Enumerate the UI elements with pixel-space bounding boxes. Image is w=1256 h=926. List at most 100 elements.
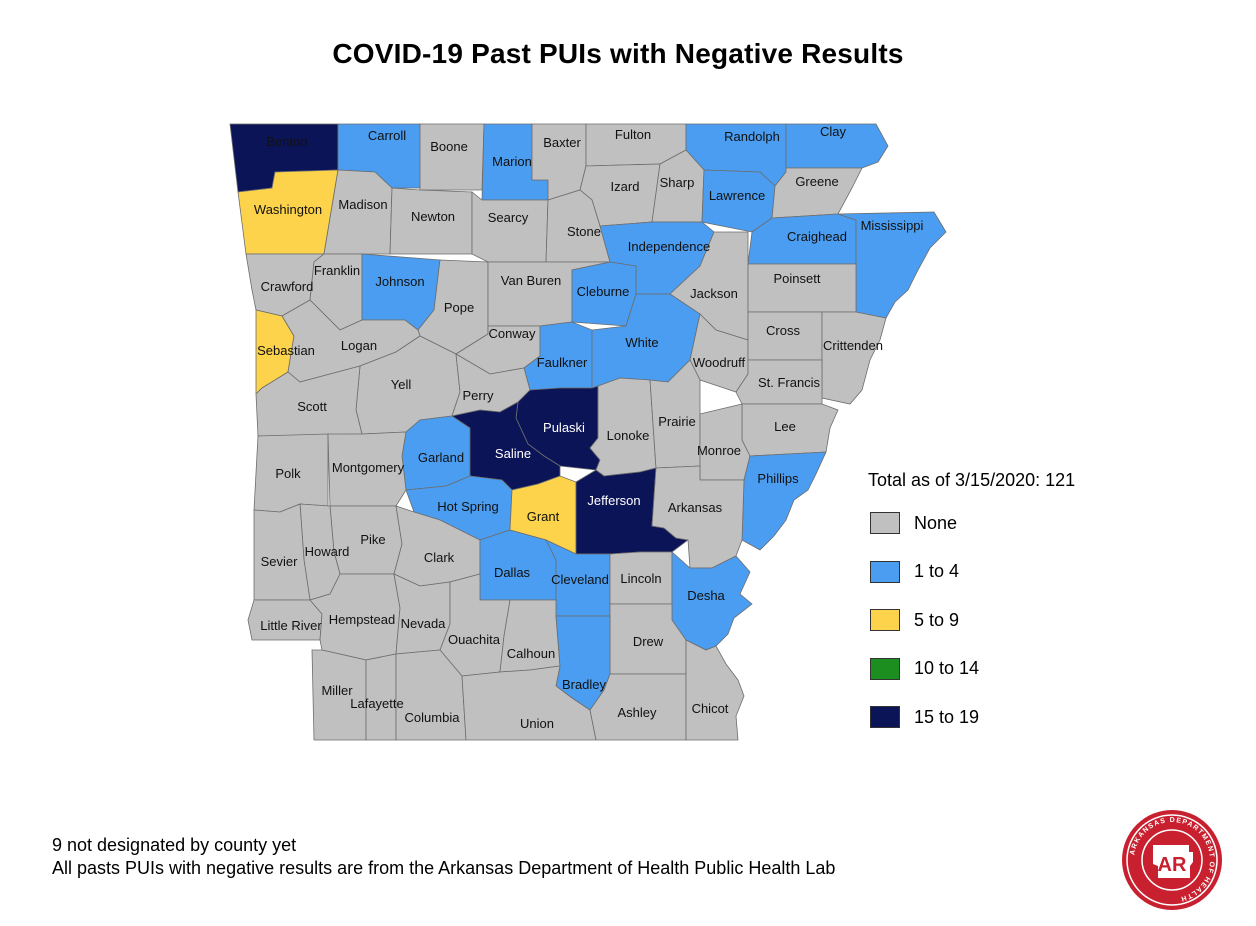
label-logan: Logan [341, 338, 377, 353]
label-nevada: Nevada [401, 616, 447, 631]
county-chicot [685, 639, 745, 741]
legend-item-1-to-4: 1 to 4 [868, 560, 1075, 584]
legend-label: 10 to 14 [914, 658, 980, 678]
label-clay: Clay [820, 124, 847, 139]
label-lawrence: Lawrence [709, 188, 765, 203]
seal-center-text: AR [1158, 854, 1187, 876]
label-woodruff: Woodruff [693, 355, 746, 370]
label-union: Union [520, 716, 554, 731]
adh-seal-logo: ARKANSAS DEPARTMENT OF HEALTH AR [1122, 810, 1222, 910]
label-perry: Perry [462, 388, 494, 403]
legend-item-10-to-14: 10 to 14 [868, 657, 1075, 681]
label-jackson: Jackson [690, 286, 738, 301]
note-source: All pasts PUIs with negative results are… [52, 858, 836, 878]
map-title: COVID-19 Past PUIs with Negative Results [332, 38, 904, 69]
county-miller [311, 649, 367, 741]
label-cleveland: Cleveland [551, 572, 609, 587]
label-arkansas: Arkansas [668, 500, 723, 515]
label-howard: Howard [305, 544, 350, 559]
legend-label: 1 to 4 [914, 561, 960, 581]
label-cross: Cross [766, 323, 800, 338]
label-miller: Miller [321, 683, 353, 698]
label-sebastian: Sebastian [257, 343, 315, 358]
label-columbia: Columbia [405, 710, 461, 725]
county-lonoke [589, 377, 657, 477]
label-phillips: Phillips [757, 471, 799, 486]
legend-total: Total as of 3/15/2020: 121 [868, 470, 1076, 490]
label-dallas: Dallas [494, 565, 531, 580]
label-franklin: Franklin [314, 263, 360, 278]
county-calhoun [499, 599, 561, 673]
label-faulkner: Faulkner [537, 355, 588, 370]
label-calhoun: Calhoun [507, 646, 555, 661]
legend-label: 5 to 9 [914, 609, 960, 630]
label-independence: Independence [628, 239, 710, 254]
label-cleburne: Cleburne [577, 284, 630, 299]
label-prairie: Prairie [658, 414, 696, 429]
label-pope: Pope [444, 300, 474, 315]
label-sharp: Sharp [660, 175, 695, 190]
label-vanburen: Van Buren [501, 273, 561, 288]
legend-swatch [870, 706, 900, 728]
label-greene: Greene [795, 174, 838, 189]
legend-swatch [870, 560, 900, 583]
label-polk: Polk [275, 466, 301, 481]
legend-item-none: None [868, 511, 1075, 535]
label-boone: Boone [430, 139, 468, 154]
label-ouachita: Ouachita [448, 632, 501, 647]
label-monroe: Monroe [697, 443, 741, 458]
label-hempstead: Hempstead [329, 612, 395, 627]
label-madison: Madison [338, 197, 387, 212]
label-lincoln: Lincoln [620, 571, 661, 586]
legend-label: 15 to 19 [914, 706, 980, 727]
label-randolph: Randolph [724, 129, 780, 144]
label-newton: Newton [411, 209, 455, 224]
label-stfrancis: St. Francis [758, 375, 821, 390]
county-union [461, 665, 597, 741]
label-hotspring: Hot Spring [437, 499, 498, 514]
label-crittenden: Crittenden [823, 338, 883, 353]
county-searcy [471, 191, 549, 263]
label-pike: Pike [360, 532, 385, 547]
label-chicot: Chicot [692, 701, 729, 716]
label-mississippi: Mississippi [861, 218, 924, 233]
label-yell: Yell [391, 377, 412, 392]
label-craighead: Craighead [787, 229, 847, 244]
label-saline: Saline [495, 446, 531, 461]
label-pulaski: Pulaski [543, 420, 585, 435]
label-izard: Izard [611, 179, 640, 194]
label-jefferson: Jefferson [587, 493, 640, 508]
label-white: White [625, 335, 658, 350]
footnotes: 9 not designated by county yet All pasts… [52, 834, 835, 880]
label-crawford: Crawford [261, 279, 314, 294]
legend-item-5-to-9: 5 to 9 [868, 608, 1075, 632]
map-legend: Total as of 3/15/2020: 121 None 1 to 4 5… [868, 470, 1075, 754]
label-fulton: Fulton [615, 127, 651, 142]
label-garland: Garland [418, 450, 464, 465]
label-lonoke: Lonoke [607, 428, 650, 443]
note-not-designated: 9 not designated by county yet [52, 835, 297, 855]
county-nevada [393, 573, 451, 655]
label-johnson: Johnson [375, 274, 424, 289]
label-searcy: Searcy [488, 210, 529, 225]
legend-swatch [870, 609, 900, 631]
legend-swatch [870, 657, 900, 680]
label-benton: Benton [266, 134, 307, 149]
label-conway: Conway [489, 326, 536, 341]
county-phillips [741, 451, 827, 551]
label-littleriver: Little River [260, 618, 322, 633]
label-baxter: Baxter [543, 135, 581, 150]
label-poinsett: Poinsett [774, 271, 821, 286]
label-stone: Stone [567, 224, 601, 239]
label-sevier: Sevier [261, 554, 299, 569]
legend-swatch [870, 512, 900, 534]
label-carroll: Carroll [368, 128, 406, 143]
label-washington: Washington [254, 202, 322, 217]
county-mississippi [837, 211, 947, 319]
label-montgomery: Montgomery [332, 460, 405, 475]
label-grant: Grant [527, 509, 560, 524]
label-scott: Scott [297, 399, 327, 414]
county-crittenden [821, 311, 887, 405]
label-drew: Drew [633, 634, 664, 649]
